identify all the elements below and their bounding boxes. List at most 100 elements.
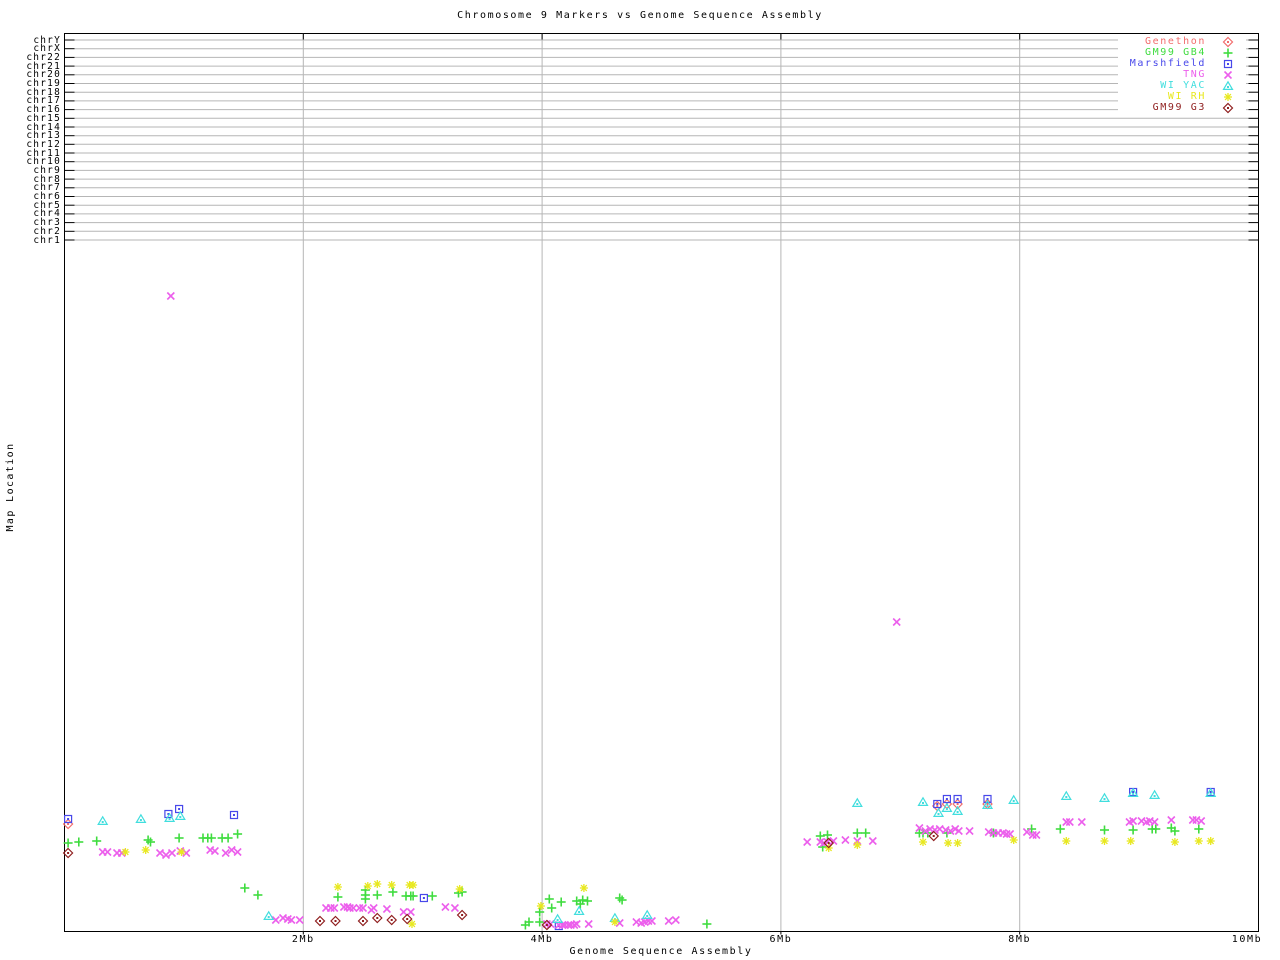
data-point — [103, 847, 112, 857]
legend-label: Marshfield — [1129, 58, 1206, 69]
data-point — [387, 881, 396, 889]
data-point — [363, 882, 372, 890]
data-point — [455, 885, 464, 893]
data-point — [419, 893, 428, 903]
data-point — [933, 799, 942, 809]
legend-item-wi-rh: WI RH — [1040, 91, 1256, 103]
data-point — [953, 794, 962, 804]
legend-marker-icon — [1223, 70, 1233, 80]
data-point — [164, 812, 176, 823]
y-tick-label-chr11: chr11 — [26, 147, 61, 159]
data-point — [97, 815, 109, 826]
data-point — [579, 884, 588, 892]
x-tick-label-6Mb: 6Mb — [769, 934, 793, 945]
x-tick-label-10Mb: 10Mb — [1231, 934, 1263, 945]
data-point — [641, 909, 653, 920]
data-point — [357, 915, 369, 927]
data-point — [371, 912, 383, 924]
data-point — [427, 891, 437, 901]
data-point — [954, 826, 963, 836]
data-point — [62, 847, 74, 859]
x-tick-label-2Mb: 2Mb — [291, 934, 315, 945]
data-point — [408, 920, 416, 928]
data-point — [63, 838, 73, 848]
data-point — [349, 903, 358, 913]
data-point — [852, 828, 862, 838]
data-point — [1027, 824, 1037, 834]
legend-marker-icon — [1222, 102, 1234, 114]
data-point — [333, 883, 342, 891]
y-tick-label-chr7: chr7 — [33, 182, 61, 194]
data-point — [229, 810, 239, 820]
data-point — [853, 841, 862, 849]
data-point — [174, 833, 184, 843]
data-point — [1060, 790, 1072, 801]
data-point — [74, 837, 84, 847]
data-point — [953, 839, 962, 847]
legend-label: GM99 G3 — [1152, 102, 1206, 113]
data-point — [544, 894, 554, 904]
data-point — [355, 903, 364, 913]
data-point — [330, 915, 341, 927]
data-point — [981, 799, 994, 810]
data-point — [223, 833, 233, 843]
data-point — [166, 291, 175, 301]
data-point — [1077, 817, 1086, 827]
data-point — [578, 895, 588, 905]
data-point — [177, 848, 186, 856]
data-point — [253, 890, 263, 900]
y-tick-label-chr20: chr20 — [26, 69, 61, 81]
data-point — [233, 829, 243, 839]
legend-item-gm99-g3: GM99 G3 — [1040, 102, 1256, 114]
legend-item-genethon: Genethon — [1040, 36, 1256, 48]
data-point — [932, 807, 945, 818]
legend-label: GM99 GB4 — [1145, 47, 1206, 58]
y-tick-label-chr17: chr17 — [26, 95, 61, 107]
data-point — [841, 835, 850, 845]
y-tick-label-chr22: chr22 — [26, 51, 61, 63]
legend-item-marshfield: Marshfield — [1040, 58, 1256, 70]
data-point — [382, 904, 391, 914]
y-tick-label-chr15: chr15 — [26, 112, 61, 124]
data-point — [1151, 824, 1161, 834]
data-point — [167, 848, 177, 858]
data-point — [174, 810, 186, 821]
y-tick-label-chrY: chrY — [33, 34, 61, 46]
data-point — [573, 905, 585, 916]
data-point — [564, 920, 573, 930]
legend-marker-icon — [1222, 36, 1234, 48]
y-tick-label-chr16: chr16 — [26, 104, 61, 116]
data-point — [983, 794, 992, 804]
data-point — [524, 917, 534, 927]
data-point — [295, 915, 304, 925]
x-tick-label-8Mb: 8Mb — [1008, 934, 1032, 945]
data-point — [456, 909, 468, 921]
data-point — [851, 797, 863, 808]
data-point — [314, 915, 326, 927]
y-tick-label-chr18: chr18 — [26, 86, 61, 98]
data-point — [1100, 837, 1109, 845]
y-tick-label-chr9: chr9 — [33, 164, 61, 176]
data-point — [240, 883, 250, 893]
data-point — [535, 907, 545, 917]
y-tick-label-chr14: chr14 — [26, 121, 61, 133]
data-point — [161, 850, 171, 860]
data-point — [1129, 816, 1138, 826]
x-tick-label-4Mb: 4Mb — [530, 934, 554, 945]
data-point — [358, 903, 368, 913]
y-tick-label-chr21: chr21 — [26, 60, 61, 72]
data-point — [146, 837, 155, 847]
data-point — [1205, 787, 1217, 798]
data-point — [1002, 829, 1011, 839]
data-point — [1008, 794, 1020, 805]
data-point — [63, 814, 73, 824]
data-point — [815, 831, 825, 841]
y-tick-label-chr2: chr2 — [33, 225, 61, 237]
data-point — [1098, 792, 1111, 803]
data-point — [921, 826, 930, 836]
data-point — [965, 826, 974, 836]
data-point — [360, 894, 370, 904]
data-point — [1128, 825, 1138, 835]
